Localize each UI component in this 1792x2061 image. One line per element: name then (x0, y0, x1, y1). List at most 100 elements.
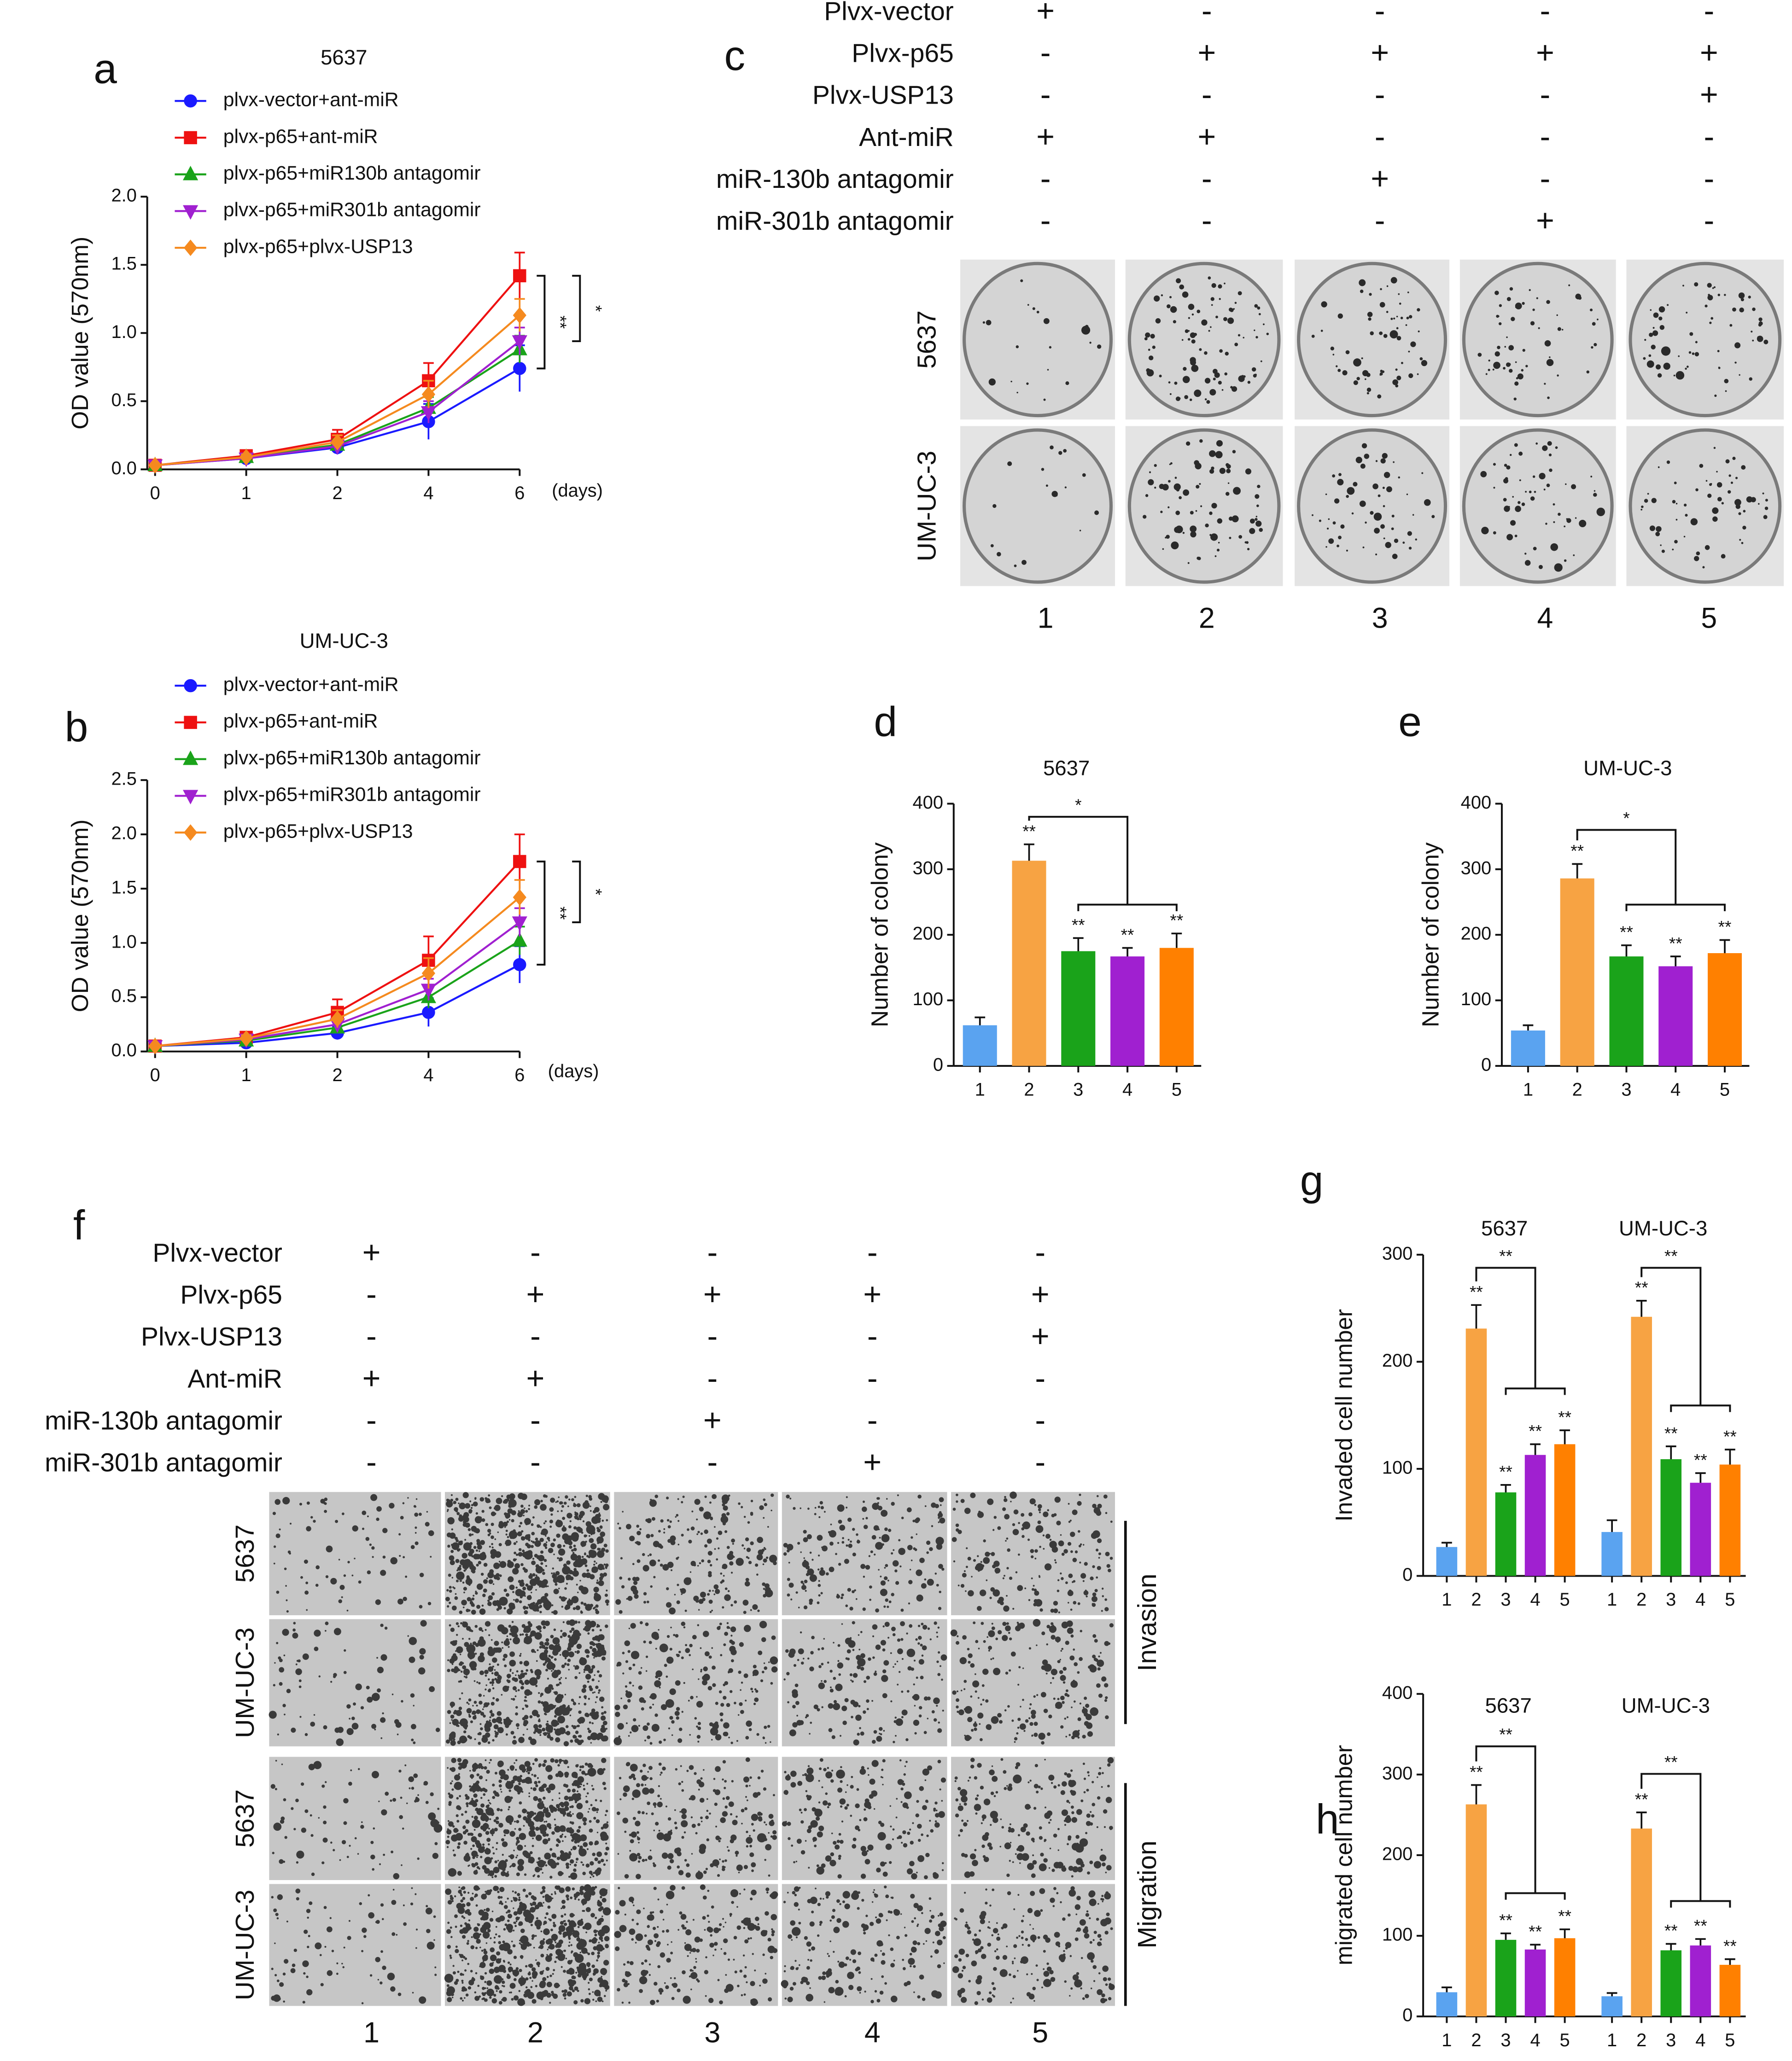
y-tick-label: 400 (1382, 1683, 1413, 1703)
x-tick-label: 2 (1572, 1080, 1582, 1100)
x-tick-label: 2 (332, 1065, 342, 1085)
y-tick-label: 0 (1481, 1054, 1491, 1075)
significance-annotation: * (586, 889, 606, 895)
significance-bracket (537, 860, 546, 966)
x-tick-label: 2 (1636, 2030, 1646, 2050)
photo-background (614, 1884, 778, 2006)
treatment-mark: + (1031, 1319, 1050, 1354)
x-tick-label: 1 (1607, 1589, 1617, 1610)
treatment-mark: - (1375, 119, 1385, 154)
section-label: Invasion (1132, 1574, 1162, 1671)
bar (1465, 1804, 1487, 2017)
treatment-mark: - (1040, 77, 1051, 112)
y-tick-label: 400 (912, 792, 943, 813)
treatment-mark: - (530, 1445, 541, 1480)
row-label: miR-130b antagomir (45, 1406, 282, 1435)
column-number: 2 (527, 2017, 543, 2049)
group-title: 5637 (1481, 1217, 1528, 1240)
marker (184, 131, 197, 145)
marker (513, 958, 526, 972)
x-tick-label: 2 (1636, 1589, 1646, 1610)
bar (1061, 951, 1096, 1066)
row-label: Ant-miR (859, 122, 954, 152)
cells (444, 1884, 611, 2006)
row-label: Ant-miR (187, 1364, 282, 1393)
marker (512, 916, 527, 931)
marker (184, 716, 197, 729)
marker (184, 679, 197, 693)
significance: ** (1499, 1462, 1512, 1481)
x-tick-label: 0 (150, 1065, 160, 1085)
treatment-mark: - (1202, 77, 1212, 112)
cells (952, 1886, 1115, 2005)
panel-letter: g (1300, 1158, 1324, 1204)
bar (1495, 1939, 1517, 2017)
row-label: Plvx-vector (824, 0, 954, 26)
y-tick-label: 2.0 (111, 186, 136, 206)
group-title: 5637 (1485, 1694, 1532, 1717)
marker (239, 448, 253, 466)
culture-dish (1127, 262, 1281, 418)
x-tick-label: 1 (241, 1065, 251, 1085)
marker (183, 790, 198, 805)
x-tick-label: 5 (1725, 2030, 1735, 2050)
bar (1554, 1444, 1576, 1576)
treatment-mark: + (1371, 35, 1389, 70)
significance: ** (1620, 922, 1633, 942)
marker (513, 361, 526, 375)
y-tick-label: 2.0 (111, 823, 136, 844)
image-row-label: UM-UC-3 (230, 1627, 260, 1738)
x-tick-label: 3 (1500, 2030, 1511, 2050)
treatment-mark: - (1202, 161, 1212, 196)
x-tick-label: 4 (1530, 2030, 1540, 2050)
treatment-mark: + (703, 1277, 722, 1312)
photo-background (269, 1884, 441, 2006)
image-row-label: UM-UC-3 (912, 451, 942, 561)
treatment-mark: + (1197, 119, 1216, 154)
colonies (1480, 441, 1605, 572)
treatment-mark: - (1040, 161, 1051, 196)
treatment-mark: - (1704, 161, 1714, 196)
treatment-mark: - (1375, 203, 1385, 238)
bar (1560, 878, 1594, 1066)
marker (513, 889, 526, 906)
y-tick-label: 200 (1461, 924, 1492, 944)
treatment-mark: + (703, 1403, 722, 1438)
treatment-mark: - (1540, 119, 1551, 154)
culture-dish (1629, 262, 1782, 418)
significance: ** (1499, 1910, 1512, 1930)
x-tick-label: 1 (1442, 2030, 1452, 2050)
significance: ** (1121, 925, 1134, 944)
x-tick-label: 5 (1560, 1589, 1570, 1610)
treatment-mark: + (1031, 1277, 1050, 1312)
culture-dish (963, 262, 1113, 418)
column-number: 2 (1199, 602, 1215, 634)
treatment-mark: - (1035, 1361, 1045, 1396)
legend-label: plvx-p65+ant-miR (223, 125, 378, 147)
column-number: 5 (1701, 602, 1717, 634)
legend-label: plvx-p65+miR301b antagomir (223, 199, 481, 221)
marker (513, 307, 526, 324)
panel-letter: e (1398, 699, 1422, 745)
bar (1719, 1965, 1741, 2017)
column-number: 1 (363, 2017, 379, 2049)
marker (421, 965, 436, 982)
y-axis-label: Invaded cell number (1331, 1309, 1357, 1522)
treatment-mark: - (707, 1319, 718, 1354)
treatment-mark: + (1700, 35, 1718, 70)
treatment-mark: - (1540, 77, 1551, 112)
treatment-mark: - (1040, 35, 1051, 70)
treatment-mark: - (1035, 1403, 1045, 1438)
cells (781, 1885, 947, 2003)
x-tick-label: 2 (332, 483, 342, 503)
x-tick-label: 3 (1666, 1589, 1676, 1610)
x-tick-label: 2 (1471, 1589, 1481, 1610)
treatment-mark: - (707, 1235, 718, 1270)
cells (783, 1621, 947, 1746)
x-tick-label: 4 (1530, 1589, 1540, 1610)
y-tick-label: 100 (1382, 1457, 1413, 1478)
panel-letter: c (724, 33, 745, 79)
treatment-mark: - (1035, 1445, 1045, 1480)
chart-title: 5637 (321, 46, 367, 69)
